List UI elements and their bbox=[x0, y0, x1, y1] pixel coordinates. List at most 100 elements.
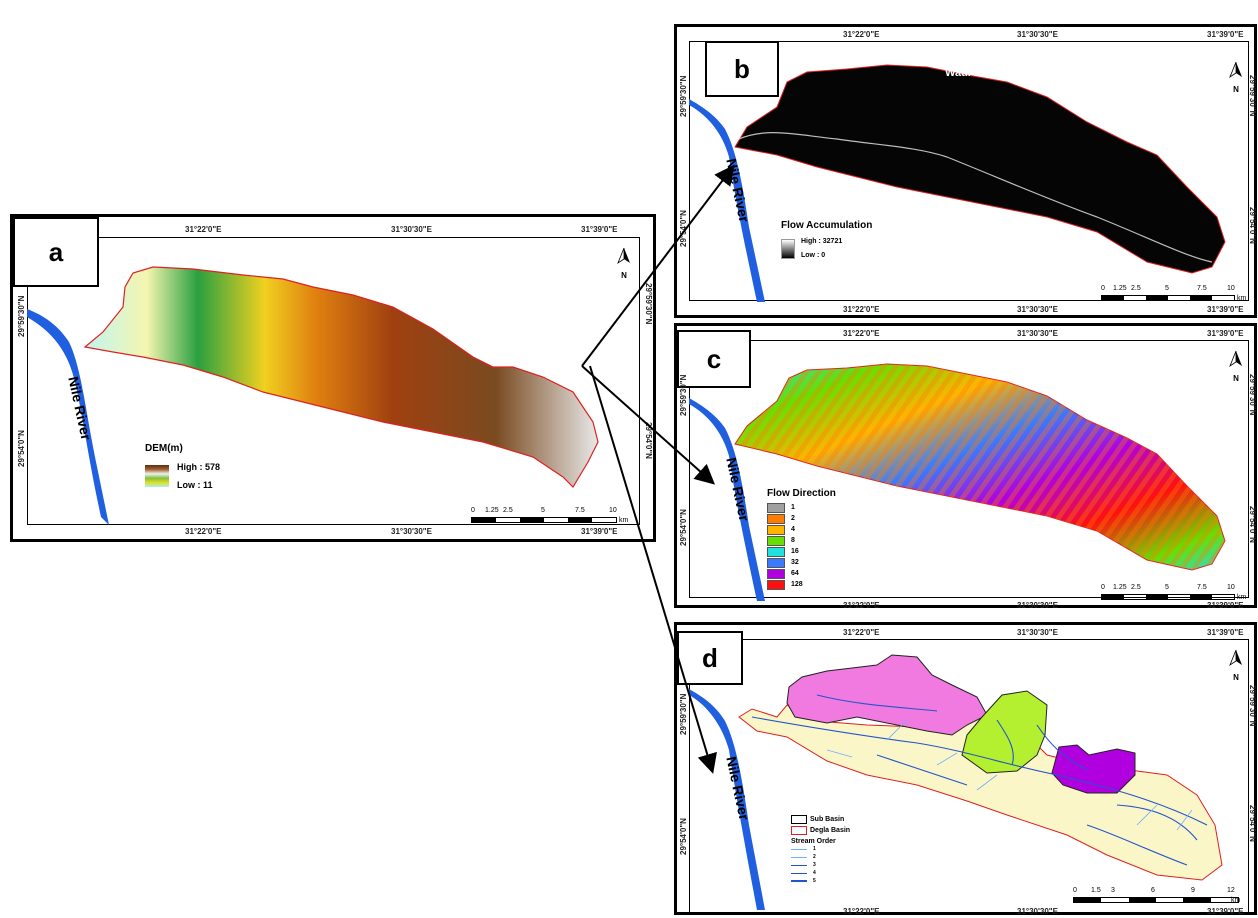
flow-path bbox=[738, 132, 1213, 263]
flow-direction-swatch bbox=[767, 568, 785, 579]
nile-river bbox=[689, 99, 765, 302]
dem-legend-low: Low : 11 bbox=[177, 480, 213, 490]
coord-bottom-2: 31°30'30"E bbox=[1017, 601, 1058, 610]
scale-tick: 6 bbox=[1151, 887, 1155, 894]
scale-tick: 5 bbox=[1165, 584, 1169, 591]
flow-direction-value: 32 bbox=[791, 559, 799, 566]
flow-direction-swatch bbox=[767, 502, 785, 513]
coord-bottom-1: 31°22'0"E bbox=[843, 907, 880, 916]
flow-direction-value: 2 bbox=[791, 515, 795, 522]
scale-tick: 7.5 bbox=[1197, 584, 1207, 591]
flow-direction-legend-item: 4 bbox=[767, 524, 836, 535]
flow-direction-legend-item: 64 bbox=[767, 568, 836, 579]
scale-tick: 1.5 bbox=[1091, 887, 1101, 894]
scale-unit: km bbox=[1231, 897, 1241, 904]
coord-top-2: 31°30'30"E bbox=[1017, 30, 1058, 39]
flow-direction-value: 16 bbox=[791, 548, 799, 555]
scale-tick: 10 bbox=[1227, 584, 1235, 591]
flow-accumulation-basin bbox=[734, 64, 1226, 274]
flow-direction-value: 1 bbox=[791, 504, 795, 511]
nile-river bbox=[689, 689, 765, 910]
flow-direction-legend-title: Flow Direction bbox=[767, 488, 836, 499]
dem-legend-title: DEM(m) bbox=[145, 443, 183, 454]
coord-bottom-1: 31°22'0"E bbox=[843, 601, 880, 610]
dem-legend: DEM(m) High : 578 Low : 11 bbox=[145, 443, 220, 494]
coord-top-2: 31°30'30"E bbox=[391, 225, 432, 234]
stream-order-item: 1 bbox=[791, 845, 850, 853]
flow-direction-swatch bbox=[767, 513, 785, 524]
stream-order-line bbox=[791, 872, 807, 874]
north-label: N bbox=[1233, 374, 1239, 383]
dem-legend-high: High : 578 bbox=[177, 462, 221, 472]
scale-tick: 12 bbox=[1227, 887, 1235, 894]
flow-direction-legend-item: 1 bbox=[767, 502, 836, 513]
flow-direction-swatch bbox=[767, 557, 785, 568]
scale-tick: 0 bbox=[471, 507, 475, 514]
stream-order-line bbox=[791, 864, 807, 866]
flow-direction-value: 128 bbox=[791, 581, 803, 588]
scale-tick: 3 bbox=[1111, 887, 1115, 894]
scale-tick: 7.5 bbox=[1197, 285, 1207, 292]
stream-order-item: 3 bbox=[791, 861, 850, 869]
flow-accumulation-low: Low : 0 bbox=[801, 252, 826, 259]
flow-accumulation-legend: Flow Accumulation High : 32721 Low : 0 bbox=[781, 220, 872, 263]
scale-tick: 10 bbox=[1227, 285, 1235, 292]
stream-order-value: 1 bbox=[813, 846, 816, 852]
coord-top-2: 31°30'30"E bbox=[1017, 628, 1058, 637]
sub-basin-purple bbox=[1051, 744, 1136, 794]
coord-bottom-1: 31°22'0"E bbox=[185, 527, 222, 536]
sub-basin-label: Sub Basin bbox=[810, 816, 845, 823]
stream-order-line bbox=[791, 856, 807, 858]
scale-tick: 2.5 bbox=[1131, 285, 1141, 292]
coord-bottom-2: 31°30'30"E bbox=[1017, 305, 1058, 314]
coord-bottom-2: 31°30'30"E bbox=[1017, 907, 1058, 916]
coord-bottom-1: 31°22'0"E bbox=[843, 305, 880, 314]
panel-a-map bbox=[27, 266, 599, 525]
flow-direction-legend-item: 8 bbox=[767, 535, 836, 546]
sub-basin-swatch bbox=[791, 815, 807, 824]
nile-river bbox=[27, 309, 109, 525]
stream-order-item: 2 bbox=[791, 853, 850, 861]
scale-bar: 0 1.5 3 6 9 12 km bbox=[1073, 887, 1241, 904]
north-arrow-icon: N bbox=[1229, 61, 1243, 94]
panel-b-map bbox=[689, 64, 1226, 302]
scale-unit: km bbox=[1237, 594, 1247, 601]
coord-bottom-3: 31°39'0"E bbox=[1207, 305, 1244, 314]
coord-top-3: 31°39'0"E bbox=[1207, 30, 1244, 39]
panel-c-flow-direction: c 31°22'0"E 31°30'30"E 31°39'0"E 31°22'0… bbox=[674, 323, 1257, 610]
panel-d-frame bbox=[689, 639, 1249, 914]
scale-bar: 0 1.25 2.5 5 7.5 10 km bbox=[1101, 285, 1246, 302]
stream-order-item: 4 bbox=[791, 869, 850, 877]
panel-b-label: b bbox=[705, 41, 779, 97]
flow-direction-swatch bbox=[767, 579, 785, 590]
stream-order-items: 1 2 3 4 5 bbox=[791, 845, 850, 885]
scale-tick: 1.25 bbox=[1113, 285, 1127, 292]
dem-legend-ramp bbox=[145, 465, 169, 487]
stream-order-value: 3 bbox=[813, 862, 816, 868]
flow-direction-swatch bbox=[767, 535, 785, 546]
nile-river bbox=[689, 398, 765, 601]
flow-direction-legend-item: 16 bbox=[767, 546, 836, 557]
flow-direction-legend-item: 32 bbox=[767, 557, 836, 568]
coord-top-1: 31°22'0"E bbox=[843, 329, 880, 338]
scale-unit: km bbox=[1237, 295, 1247, 302]
scale-tick: 2.5 bbox=[503, 507, 513, 514]
coord-top-2: 31°30'30"E bbox=[1017, 329, 1058, 338]
scale-tick: 2.5 bbox=[1131, 584, 1141, 591]
north-arrow-icon: N bbox=[1229, 649, 1243, 682]
panel-c-map bbox=[689, 363, 1226, 601]
flow-accumulation-high: High : 32721 bbox=[801, 238, 843, 245]
stream-order-item: 5 bbox=[791, 877, 850, 885]
coord-top-1: 31°22'0"E bbox=[843, 30, 880, 39]
coord-bottom-3: 31°39'0"E bbox=[1207, 907, 1244, 916]
panel-d-sub-basins: d 31°22'0"E 31°30'30"E 31°39'0"E 31°22'0… bbox=[674, 622, 1257, 916]
scale-tick: 9 bbox=[1191, 887, 1195, 894]
scale-tick: 7.5 bbox=[575, 507, 585, 514]
stream-order-title: Stream Order bbox=[791, 838, 836, 845]
sub-basin-legend: Sub Basin Degla Basin Stream Order 1 2 3 4 5 bbox=[791, 815, 850, 885]
scale-tick: 5 bbox=[1165, 285, 1169, 292]
north-label: N bbox=[1233, 673, 1239, 682]
degla-basin bbox=[738, 704, 1223, 881]
coord-top-1: 31°22'0"E bbox=[185, 225, 222, 234]
stream-network bbox=[751, 694, 1208, 866]
